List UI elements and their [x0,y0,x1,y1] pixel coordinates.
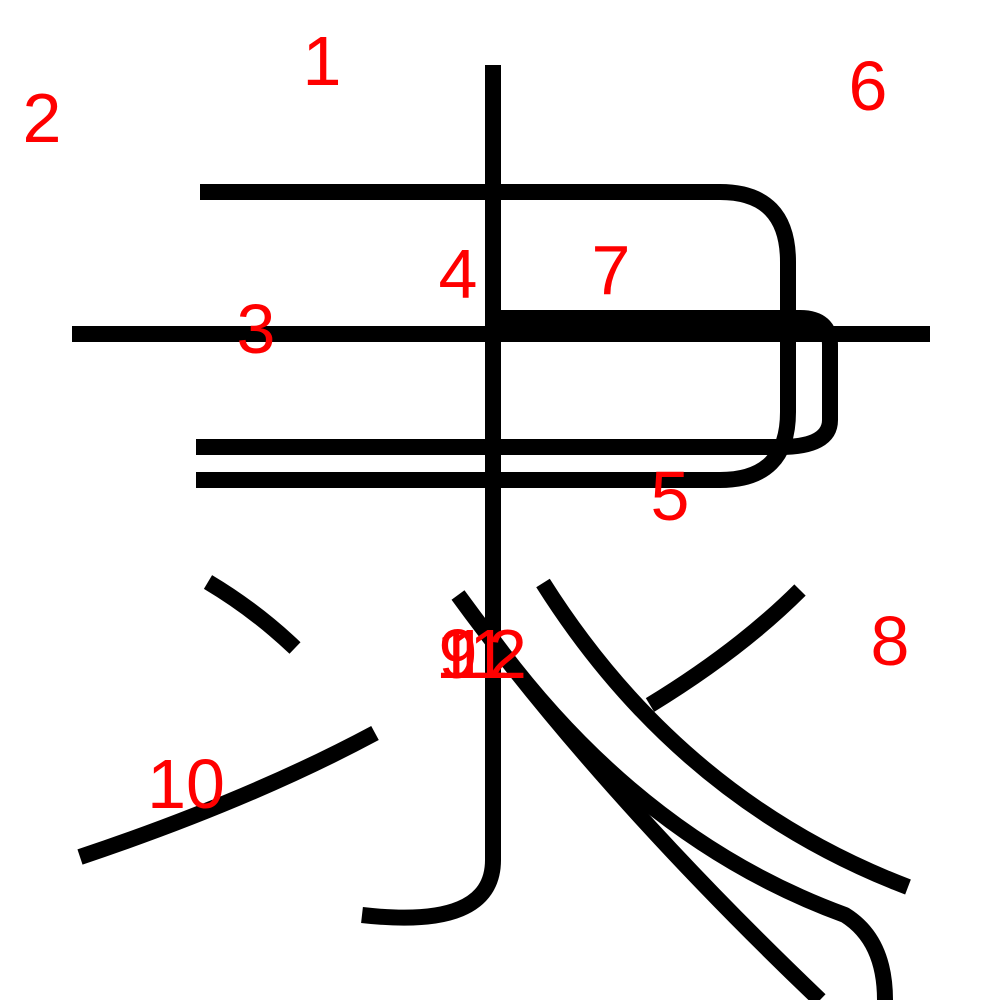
stroke-path-4 [196,310,838,455]
stroke-number-label-12: 12 [449,615,527,693]
stroke-number-label-2: 2 [23,79,62,157]
stroke-layer [72,65,930,1000]
stroke-number-label-6: 6 [849,47,888,125]
stroke-number-label-1: 1 [303,22,342,100]
stroke-path-11 [486,635,893,1000]
stroke-number-label-3: 3 [237,290,276,368]
stroke-number-label-5: 5 [651,457,690,535]
stroke-number-label-8: 8 [871,602,910,680]
stroke-path-9 [536,578,911,895]
stroke-number-label-11: 11 [436,615,509,693]
stroke-path-6 [203,575,301,654]
stroke-number-label-4: 4 [439,235,478,313]
stroke-number-label-9: 9 [439,615,478,693]
stroke-number-label-10: 10 [147,745,225,823]
stroke-number-label-7: 7 [592,231,631,309]
stroke-path-8 [645,584,806,712]
stroke-path-5 [361,300,501,926]
stroke-path-7 [77,725,379,865]
